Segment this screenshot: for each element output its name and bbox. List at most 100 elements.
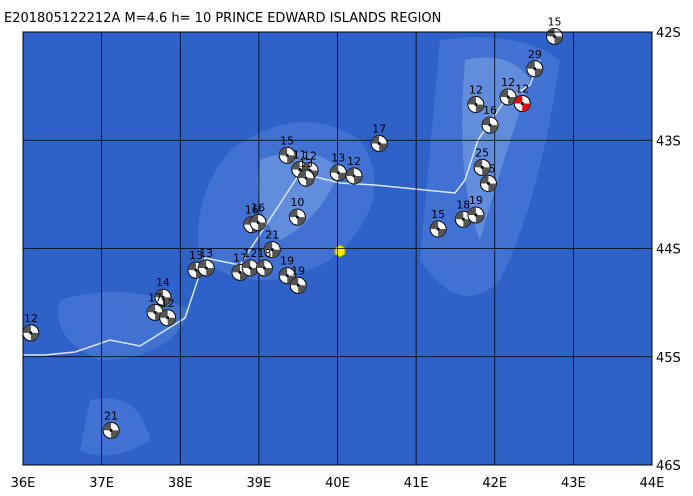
focal-mechanism (546, 27, 564, 45)
ball-center (506, 95, 510, 99)
ball-quadrant (474, 159, 491, 176)
event-label: 19 (291, 264, 305, 277)
y-tick-label: 43S (656, 134, 681, 149)
focal-mechanism (329, 164, 347, 182)
event-label: 16 (251, 202, 265, 215)
ball-center (474, 103, 478, 107)
event-label: 19 (280, 255, 294, 268)
event-label: 16 (483, 104, 497, 117)
ball-quadrant (467, 206, 484, 223)
event-label: 15 (548, 15, 562, 28)
ball-center (161, 295, 165, 299)
focal-mechanism (345, 167, 363, 185)
ball-quadrant (467, 96, 484, 113)
ball-quadrant (279, 267, 296, 284)
focal-mechanism (429, 220, 447, 238)
ball-quadrant (242, 259, 259, 276)
event-label: 12 (515, 82, 529, 95)
event-label: 12 (469, 84, 483, 97)
focal-mechanism (526, 60, 544, 78)
ball-center (194, 268, 198, 272)
focal-mechanism (479, 175, 497, 193)
event-label: 17 (148, 291, 162, 304)
ball-quadrant (430, 221, 447, 238)
y-tick-label: 46S (656, 459, 681, 474)
ball-quadrant (298, 170, 315, 187)
event-label: 10 (290, 196, 304, 209)
ball-quadrant (290, 277, 307, 294)
ball-quadrant (103, 422, 120, 439)
ball-center (553, 34, 557, 38)
ball-quadrant (159, 309, 176, 326)
y-tick-label: 45S (656, 351, 681, 366)
ball-center (377, 141, 381, 145)
ball-quadrant (526, 60, 543, 77)
ball-center (480, 165, 484, 169)
focal-mechanism (102, 421, 120, 439)
ball-quadrant (455, 211, 472, 228)
x-tick-label: 39E (246, 476, 271, 491)
ball-quadrant (346, 167, 363, 184)
x-tick-label: 44E (640, 476, 665, 491)
ball-center (295, 215, 299, 219)
focal-mechanism (289, 276, 307, 294)
focal-mechanism (159, 309, 177, 327)
map-title: E201805122212A M=4.6 h= 10 PRINCE EDWARD… (4, 11, 441, 26)
event-label: 29 (528, 48, 542, 61)
event-label: 16 (245, 204, 259, 217)
ball-quadrant (232, 264, 249, 281)
ball-center (238, 270, 242, 274)
ball-quadrant (301, 162, 318, 179)
event-label: 17 (233, 251, 247, 264)
event-label: 21 (104, 409, 118, 422)
ball-center (298, 167, 302, 171)
ball-center (109, 428, 113, 432)
ball-center (520, 101, 524, 105)
ball-center (461, 217, 465, 221)
ball-quadrant (256, 259, 273, 276)
ball-quadrant (187, 262, 204, 279)
event-label: 12 (347, 155, 361, 168)
ball-center (352, 174, 356, 178)
event-label: 15 (280, 134, 294, 147)
x-tick-label: 36E (11, 476, 36, 491)
ball-center (474, 213, 478, 217)
focal-mechanism (241, 259, 259, 277)
focal-mechanism (370, 134, 388, 152)
focal-mechanism (473, 158, 491, 176)
ball-quadrant (198, 259, 215, 276)
focal-mechanism (255, 259, 273, 277)
focal-mechanism (288, 208, 306, 226)
event-label: 11 (293, 148, 307, 161)
ball-center (166, 316, 170, 320)
event-label: 18 (456, 198, 470, 211)
event-label: 13 (199, 247, 213, 260)
ball-center (304, 176, 308, 180)
ball-center (248, 266, 252, 270)
ball-center (488, 123, 492, 127)
ball-center (436, 227, 440, 231)
event-label: 17 (372, 122, 386, 135)
focal-mechanism (154, 288, 172, 306)
event-label: 13 (331, 152, 345, 165)
event-label: 25 (475, 146, 489, 159)
event-label: 12 (243, 247, 257, 260)
event-label: 12 (161, 297, 175, 310)
ball-center (256, 221, 260, 225)
x-tick-label: 41E (404, 476, 429, 491)
event-label: 13 (189, 249, 203, 262)
ball-quadrant (482, 117, 499, 134)
ball-center (285, 153, 289, 157)
focal-mechanism (22, 324, 40, 342)
focal-mechanism (513, 94, 531, 112)
ball-center (262, 266, 266, 270)
event-label: 13 (299, 157, 313, 170)
y-tick-label: 42S (656, 26, 681, 41)
event-label: 19 (469, 194, 483, 207)
x-tick-label: 43E (561, 476, 586, 491)
event-label: 15 (431, 208, 445, 221)
x-tick-label: 37E (89, 476, 114, 491)
ball-quadrant (22, 324, 39, 341)
focal-mechanism (467, 96, 485, 114)
